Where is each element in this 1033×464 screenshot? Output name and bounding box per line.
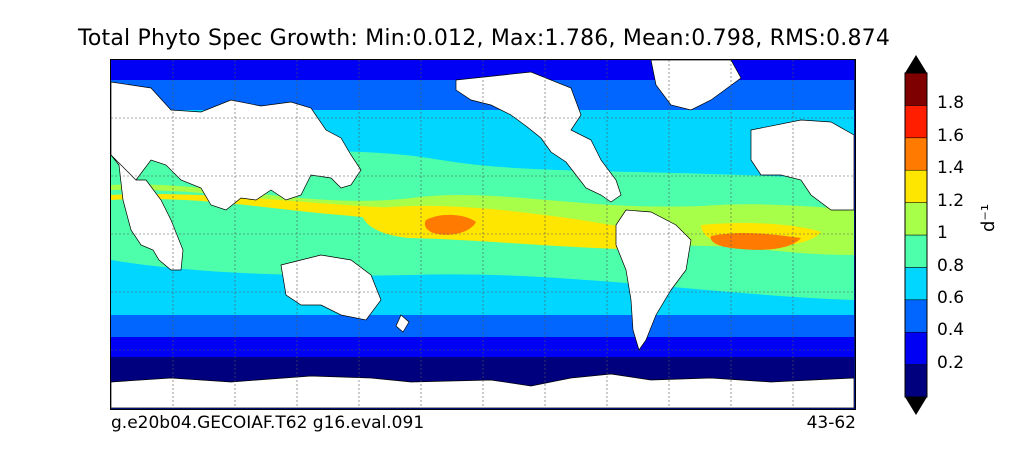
colorbar-segment — [904, 364, 928, 398]
colorbar-frame — [904, 72, 928, 398]
south-subpolar-band — [111, 315, 854, 337]
colorbar-tick-0.6: 0.6 — [937, 288, 965, 308]
colorbar-units: d⁻¹ — [978, 203, 999, 232]
colorbar-segment — [904, 234, 928, 268]
new-zealand-land — [395, 314, 410, 333]
colorbar-tick-0.2: 0.2 — [937, 353, 965, 373]
year-range: 43-62 — [806, 413, 856, 433]
greenland-land — [650, 60, 742, 111]
colorbar-segment — [904, 267, 928, 301]
africa-east-land — [111, 154, 184, 271]
australia-land — [280, 254, 382, 321]
colorbar-segment — [904, 169, 928, 203]
colorbar-tick-1: 1 — [937, 223, 948, 243]
colorbar-max-arrow — [905, 55, 927, 73]
colorbar-tick-1.8: 1.8 — [937, 93, 965, 113]
colorbar-tick-0.8: 0.8 — [937, 256, 965, 276]
colorbar-segment — [904, 72, 928, 106]
south-polar-band — [111, 337, 854, 357]
colorbar-segment — [904, 299, 928, 333]
pacific-orange-patch — [424, 214, 476, 235]
south-america-land — [615, 209, 692, 351]
colorbar-segment — [904, 331, 928, 365]
colorbar-tick-1.6: 1.6 — [937, 126, 965, 146]
land-masses — [111, 60, 854, 408]
colorbar-tick-1.2: 1.2 — [937, 191, 965, 211]
colorbar-segment — [904, 137, 928, 171]
graticule — [111, 60, 854, 408]
map-canvas — [111, 60, 854, 408]
colorbar-tick-0.4: 0.4 — [937, 320, 965, 340]
colorbar-tick-1.4: 1.4 — [937, 158, 965, 178]
atlantic-orange-patch — [710, 232, 801, 250]
colorbar — [904, 55, 928, 415]
eurasia-land — [111, 81, 362, 211]
colorbar-segment — [904, 105, 928, 139]
case-name: g.e20b04.GECOIAF.T62 g16.eval.091 — [111, 413, 425, 433]
global-map — [110, 59, 856, 410]
europe-africa-west-land — [750, 119, 854, 211]
colorbar-segment — [904, 202, 928, 236]
north-america-land — [455, 71, 622, 203]
colorbar-min-arrow — [905, 397, 927, 415]
map-title: Total Phyto Spec Growth: Min:0.012, Max:… — [77, 26, 891, 51]
antarctica-land — [111, 373, 854, 408]
